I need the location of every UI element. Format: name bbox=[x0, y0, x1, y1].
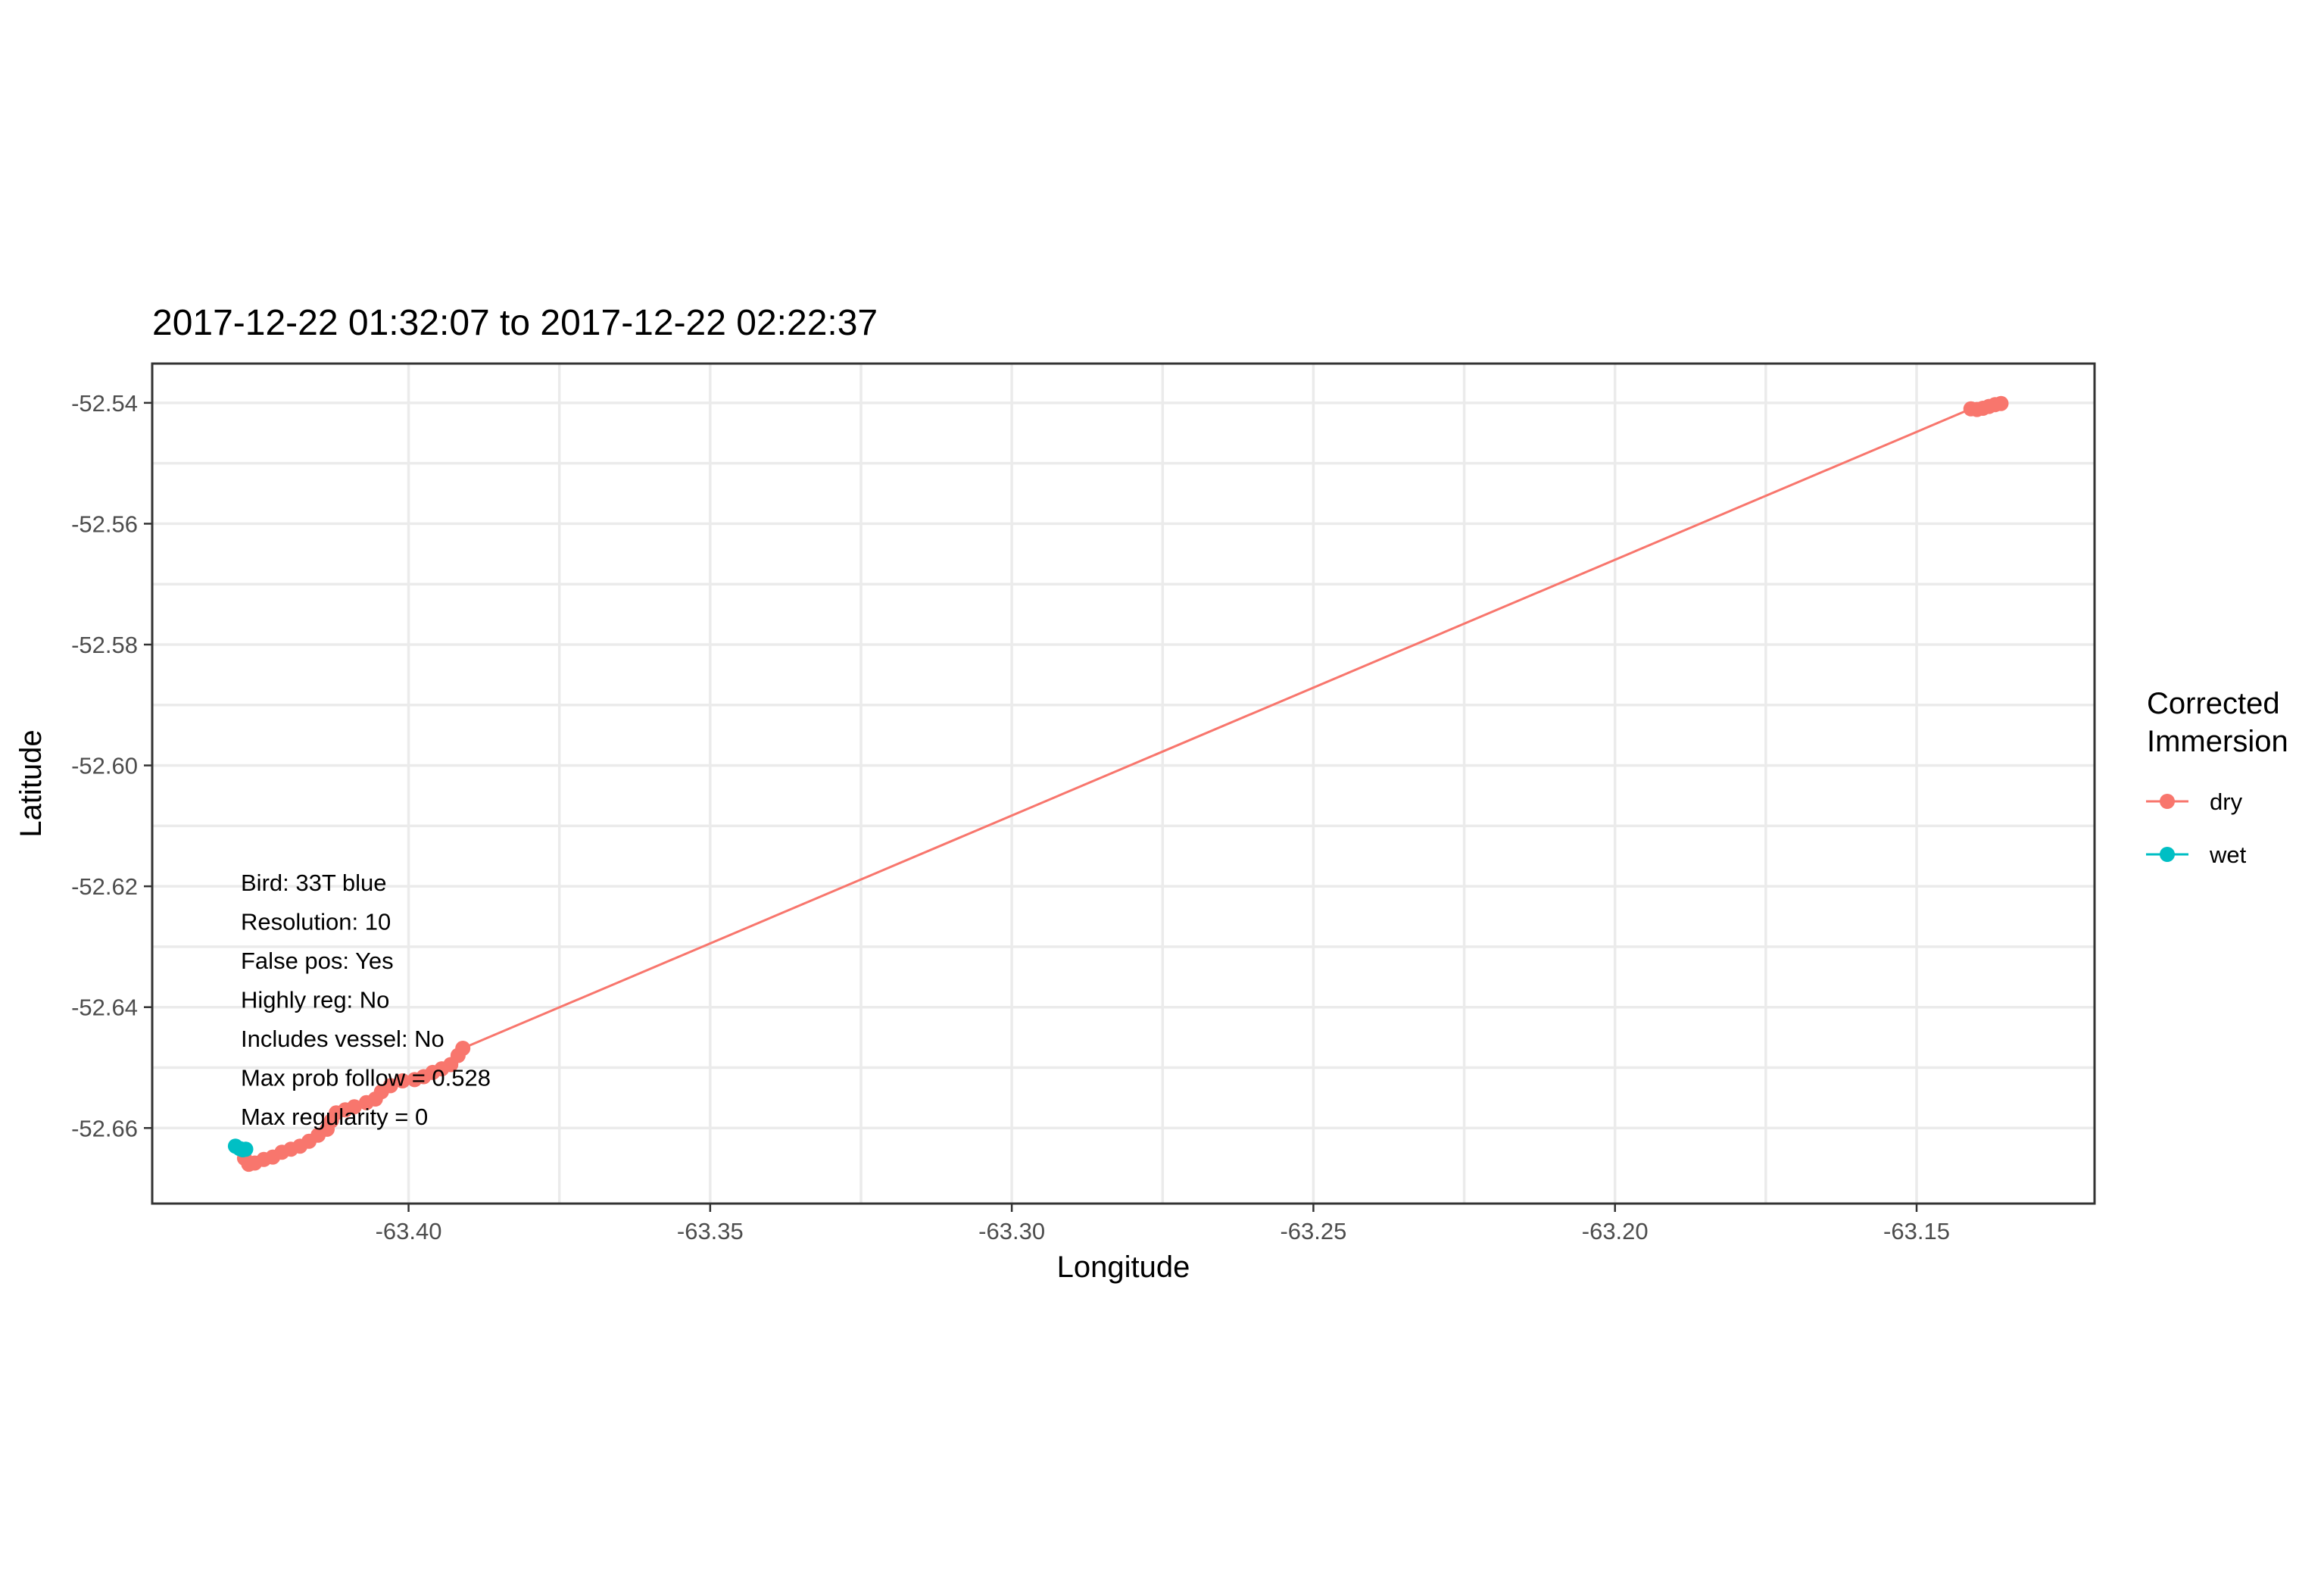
axis-ticks: -63.40 -63.35 -63.30 -63.25 -63.20 -63.15 -52.… bbox=[71, 390, 1950, 1244]
series-point-dry bbox=[346, 1099, 362, 1115]
y-tick-label: -52.62 bbox=[71, 873, 138, 900]
x-tick-label: -63.40 bbox=[376, 1218, 442, 1244]
x-axis-title: Longitude bbox=[1057, 1251, 1190, 1284]
series-point-dry bbox=[455, 1041, 471, 1056]
legend-title-line-2: Immersion bbox=[2147, 725, 2288, 758]
series-point-wet bbox=[238, 1141, 254, 1157]
legend-key-point-wet bbox=[2160, 847, 2175, 862]
series-point-dry bbox=[395, 1073, 410, 1088]
chart-title: 2017-12-22 01:32:07 to 2017-12-22 02:22:… bbox=[152, 303, 878, 343]
y-tick-label: -52.56 bbox=[71, 511, 138, 537]
x-tick-label: -63.25 bbox=[1280, 1218, 1346, 1244]
y-tick-label: -52.66 bbox=[71, 1115, 138, 1141]
annotation-line: Highly reg: No bbox=[241, 987, 389, 1013]
annotation-line: Bird: 33T blue bbox=[241, 870, 386, 896]
series-point-dry bbox=[382, 1078, 398, 1094]
y-tick-label: -52.58 bbox=[71, 632, 138, 658]
y-tick-label: -52.60 bbox=[71, 753, 138, 779]
x-tick-label: -63.20 bbox=[1582, 1218, 1649, 1244]
annotation-line: False pos: Yes bbox=[241, 948, 394, 974]
grid-lines bbox=[152, 364, 2095, 1204]
legend-label-wet: wet bbox=[2209, 842, 2247, 868]
series-point-dry bbox=[1993, 395, 2009, 411]
legend-key-point-dry bbox=[2160, 794, 2175, 809]
plot-series bbox=[227, 395, 2009, 1173]
plot-panel-border bbox=[151, 362, 2096, 1205]
x-tick-label: -63.30 bbox=[978, 1218, 1045, 1244]
legend-title-line-1: Corrected bbox=[2147, 687, 2280, 720]
y-tick-label: -52.64 bbox=[71, 995, 138, 1021]
annotation-line: Resolution: 10 bbox=[241, 909, 391, 935]
y-axis-title: Latitude bbox=[14, 729, 48, 837]
annotation-line: Max regularity = 0 bbox=[241, 1104, 428, 1130]
legend: Corrected Immersion dry wet bbox=[2146, 687, 2288, 868]
x-tick-label: -63.35 bbox=[677, 1218, 744, 1244]
y-tick-label: -52.54 bbox=[71, 390, 138, 417]
legend-label-dry: dry bbox=[2210, 788, 2243, 815]
annotation-line: Includes vessel: No bbox=[241, 1026, 445, 1052]
x-tick-label: -63.15 bbox=[1883, 1218, 1950, 1244]
annotation-text: Bird: 33T blue Resolution: 10 False pos: Y… bbox=[241, 870, 491, 1130]
annotation-line: Max prob follow = 0.528 bbox=[241, 1065, 491, 1091]
